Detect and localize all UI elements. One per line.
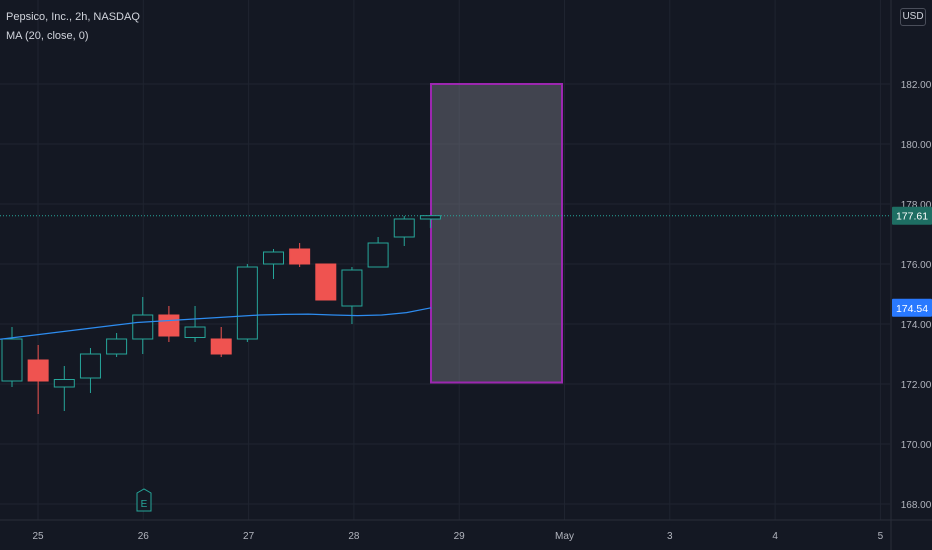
current-price-label-bg — [892, 206, 932, 225]
x-tick-label: 5 — [878, 531, 884, 542]
candle-up[interactable] — [184, 326, 206, 338]
candle-up[interactable] — [393, 218, 415, 238]
candle-down[interactable] — [315, 263, 337, 301]
candle-up[interactable] — [106, 338, 128, 355]
y-tick-label: 182.00 — [901, 80, 932, 91]
y-tick-label: 174.00 — [901, 320, 932, 331]
x-tick-label: 27 — [243, 531, 255, 542]
earnings-marker-label: E — [141, 499, 148, 510]
y-tick-label: 176.00 — [901, 260, 932, 271]
candle-up[interactable] — [263, 251, 284, 265]
ma-price-label-bg — [892, 298, 932, 317]
earnings-marker-icon[interactable] — [136, 488, 152, 512]
candle-down[interactable] — [27, 359, 49, 382]
y-tick-label: 180.00 — [901, 140, 932, 151]
candle-down[interactable] — [289, 248, 311, 265]
candle-up[interactable] — [79, 353, 101, 379]
candle-up[interactable] — [1, 338, 23, 382]
y-tick-label: 170.00 — [901, 440, 932, 451]
current-price-label: 177.61 — [896, 211, 928, 223]
candle-down[interactable] — [158, 314, 180, 337]
indicator-label[interactable]: MA (20, close, 0) — [6, 30, 89, 42]
ma-price-label: 174.54 — [896, 303, 928, 315]
candle-up[interactable] — [236, 266, 258, 340]
moving-average-line — [0, 307, 432, 340]
y-tick-label: 168.00 — [901, 500, 932, 511]
candle-up[interactable] — [367, 242, 389, 268]
x-tick-label: 29 — [454, 531, 466, 542]
x-tick-label: 26 — [138, 531, 150, 542]
candle-up[interactable] — [341, 269, 363, 307]
candle-down[interactable] — [210, 338, 232, 355]
x-tick-label: 25 — [32, 531, 44, 542]
candle-up[interactable] — [419, 215, 441, 220]
currency-badge[interactable]: USD — [900, 8, 926, 26]
x-tick-label: 3 — [667, 531, 673, 542]
x-tick-label: 28 — [348, 531, 360, 542]
x-tick-label: May — [555, 531, 574, 542]
y-tick-label: 178.00 — [901, 200, 932, 211]
candle-up[interactable] — [53, 379, 75, 388]
chart-title: Pepsico, Inc., 2h, NASDAQ — [6, 11, 140, 23]
x-tick-label: 4 — [772, 531, 778, 542]
rectangle-drawing[interactable] — [430, 83, 563, 384]
y-tick-label: 172.00 — [901, 380, 932, 391]
candle-up[interactable] — [132, 314, 154, 340]
